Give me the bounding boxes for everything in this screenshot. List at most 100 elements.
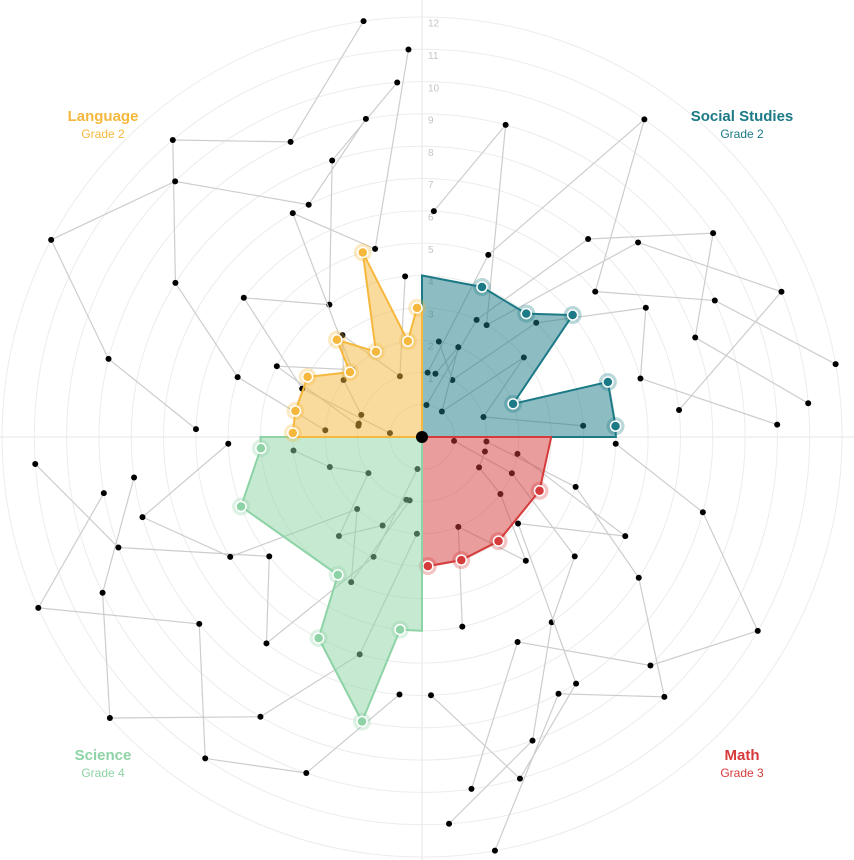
grid-ring: [66, 81, 778, 793]
background-dot: [641, 116, 648, 123]
background-dot: [172, 178, 179, 185]
background-dot: [710, 230, 717, 237]
highlight-areas: [232, 243, 625, 731]
background-dot: [405, 46, 412, 53]
area-fill: [241, 437, 422, 722]
background-dot: [48, 236, 55, 243]
r-tick-label: 5: [428, 245, 434, 256]
grid-ring: [1, 16, 843, 858]
background-dot: [430, 208, 437, 215]
background-dot: [647, 662, 654, 669]
background-dot: [635, 574, 642, 581]
r-tick-label: 9: [428, 116, 434, 127]
point: [235, 500, 247, 513]
background-dot: [468, 785, 475, 792]
r-tick-label: 10: [428, 83, 440, 94]
point: [422, 560, 434, 572]
background-dot: [273, 363, 280, 370]
point: [331, 334, 343, 346]
subject-name: Language: [68, 108, 139, 125]
area-outline: [481, 286, 617, 427]
center-dot: [416, 431, 428, 443]
area-outline: [239, 447, 401, 724]
point: [402, 335, 414, 347]
background-dot: [105, 355, 112, 362]
background-dot: [635, 239, 642, 246]
background-dot: [692, 334, 699, 341]
background-line: [274, 49, 410, 427]
background-dot: [661, 693, 668, 700]
background-dot: [303, 770, 310, 777]
background-dot: [805, 400, 812, 407]
background-dot: [305, 201, 312, 208]
background-dot: [32, 461, 39, 468]
background-dot: [522, 557, 529, 564]
subject-grade: Grade 2: [720, 127, 764, 141]
r-tick-label: 8: [428, 148, 434, 159]
background-dot: [131, 474, 138, 481]
background-dot: [515, 520, 522, 527]
background-line: [37, 492, 400, 774]
background-dot: [287, 138, 294, 145]
background-dot: [372, 245, 379, 252]
subject-grade: Grade 2: [81, 127, 125, 141]
point: [411, 302, 423, 314]
background-dot: [699, 509, 706, 516]
point: [287, 427, 299, 439]
background-line: [470, 443, 759, 790]
r-tick-label: 6: [428, 212, 434, 223]
background-line: [433, 123, 783, 411]
background-dot: [196, 620, 203, 627]
background-dot: [832, 361, 839, 368]
background-dot: [289, 210, 296, 217]
background-dot: [192, 426, 199, 433]
background-dot: [360, 18, 367, 25]
point: [533, 485, 546, 497]
background-line: [172, 20, 365, 431]
background-dot: [394, 79, 401, 86]
background-dot: [622, 533, 629, 540]
r-tick-label: 12: [428, 19, 440, 30]
grid-ring: [163, 178, 681, 696]
background-dot: [257, 713, 264, 720]
background-dot: [115, 544, 122, 551]
point: [356, 246, 369, 259]
point: [507, 398, 519, 410]
point: [356, 715, 368, 728]
subject-name: Social Studies: [691, 108, 794, 125]
point: [255, 442, 267, 455]
background-dot: [555, 690, 562, 697]
background-dot: [266, 553, 273, 560]
subject-name: Math: [725, 747, 760, 764]
background-line: [50, 118, 367, 430]
point: [289, 405, 302, 417]
background-dot: [402, 273, 409, 280]
point: [492, 535, 505, 547]
point: [602, 376, 614, 388]
background-dot: [711, 297, 718, 304]
point: [609, 420, 622, 432]
grid-ring: [33, 48, 811, 826]
background-dot: [529, 737, 536, 744]
subject-grade: Grade 4: [81, 766, 125, 780]
background-dot: [592, 288, 599, 295]
grid-ring: [130, 145, 714, 729]
background-dot: [240, 294, 247, 301]
point: [455, 554, 468, 566]
background-line: [430, 453, 628, 780]
background-dot: [35, 604, 42, 611]
background-dot: [234, 374, 241, 381]
background-dot: [225, 440, 232, 447]
background-dot: [329, 157, 336, 164]
area-outline: [427, 490, 541, 568]
background-dot: [585, 236, 592, 243]
background-dot: [485, 251, 492, 258]
background-dot: [754, 627, 761, 634]
r-tick-label: 7: [428, 180, 434, 191]
background-dot: [637, 375, 644, 382]
background-dot: [227, 553, 234, 560]
background-dot: [100, 490, 107, 497]
grid-ring: [98, 113, 746, 761]
background-dot: [774, 421, 781, 428]
area-fill: [292, 252, 422, 437]
